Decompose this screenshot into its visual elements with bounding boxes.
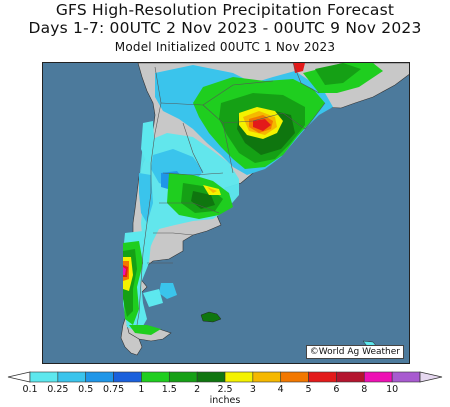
map-canvas	[43, 63, 409, 363]
country-borders	[136, 63, 326, 326]
legend-swatch	[196, 371, 226, 383]
legend-swatch	[113, 371, 142, 383]
legend-tick-label: 5	[305, 384, 312, 395]
forecast-period: Days 1-7: 00UTC 2 Nov 2023 - 00UTC 9 Nov…	[28, 19, 422, 37]
legend-tick-label: 2	[194, 384, 201, 395]
legend-swatch	[141, 371, 170, 383]
legend-swatch	[85, 371, 114, 383]
legend-high-arrow	[419, 371, 443, 383]
legend-tick-label: 0.1	[22, 384, 38, 395]
legend-units: inches	[209, 395, 241, 406]
legend-swatch	[336, 371, 365, 383]
precip-overlay	[123, 63, 383, 335]
legend-tick-label: 6	[333, 384, 340, 395]
legend-tick-label: 4	[277, 384, 284, 395]
legend-swatch	[224, 371, 254, 383]
legend-tick-label: 10	[386, 384, 399, 395]
legend-swatch	[363, 371, 393, 383]
legend-low-arrow	[7, 371, 31, 383]
legend-tick-label: 1	[138, 384, 145, 395]
map-title: GFS High-Resolution Precipitation Foreca…	[55, 1, 395, 19]
legend-swatch	[168, 371, 198, 383]
legend-swatch	[252, 371, 282, 383]
legend-tick-label: 0.75	[102, 384, 125, 395]
legend-tick-label: 1.5	[161, 384, 177, 395]
legend-tick-label: 0.5	[78, 384, 94, 395]
precipitation-legend	[0, 370, 450, 407]
legend-swatch	[391, 371, 421, 383]
legend-tick-label: 2.5	[217, 384, 233, 395]
precipitation-map: ©World Ag Weather	[42, 62, 410, 364]
legend-swatch	[308, 371, 337, 383]
legend-swatch	[29, 371, 59, 383]
legend-tick-label: 8	[361, 384, 368, 395]
legend-tick-label: 3	[249, 384, 256, 395]
credit-label: ©World Ag Weather	[305, 345, 404, 359]
legend-swatch	[57, 371, 87, 383]
legend-color-bar	[7, 371, 443, 383]
land-falkland-islands	[200, 311, 222, 323]
legend-swatch	[280, 371, 309, 383]
legend-tick-label: 0.25	[47, 384, 69, 395]
model-init-time: Model Initialized 00UTC 1 Nov 2023	[114, 40, 336, 54]
